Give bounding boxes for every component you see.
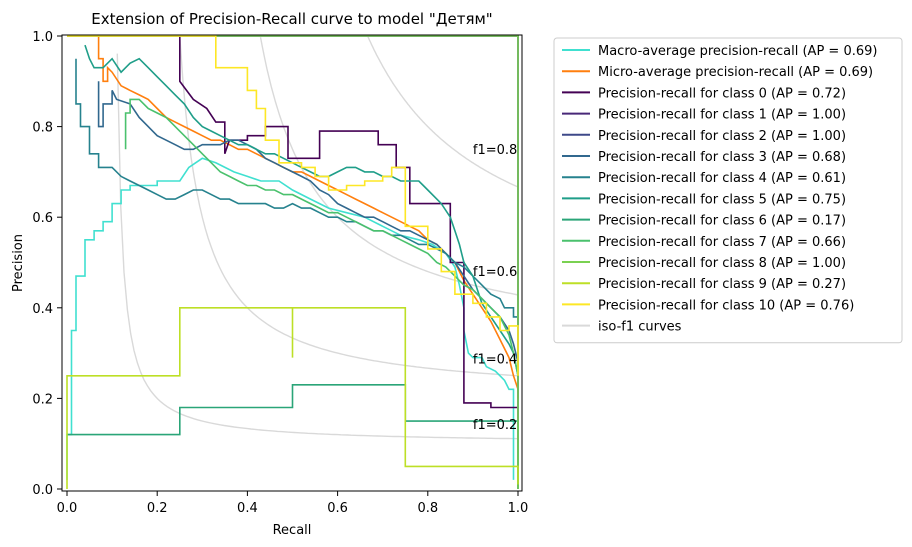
iso-f1-label: f1=0.2: [473, 418, 517, 433]
series-line: [124, 98, 519, 376]
legend-label: Precision-recall for class 5 (AP = 0.75): [598, 192, 846, 207]
y-tick-label: 0.0: [32, 483, 53, 498]
iso-f1-label: f1=0.4: [473, 352, 517, 367]
y-tick-label: 0.2: [32, 392, 53, 407]
legend-label: Micro-average precision-recall (AP = 0.6…: [598, 65, 873, 80]
legend-label: Precision-recall for class 1 (AP = 1.00): [598, 108, 846, 123]
iso-f1-label: f1=0.8: [473, 143, 517, 158]
legend-label: iso-f1 curves: [598, 320, 682, 335]
y-tick-label: 1.0: [32, 30, 53, 45]
legend-label: Precision-recall for class 4 (AP = 0.61): [598, 171, 846, 186]
legend-label: Precision-recall for class 2 (AP = 1.00): [598, 129, 846, 144]
legend-label: Precision-recall for class 6 (AP = 0.17): [598, 214, 846, 229]
y-tick-label: 0.6: [32, 211, 53, 226]
x-tick-label: 0.4: [237, 501, 258, 516]
series-line: [75, 58, 518, 318]
iso-f1-curve: [367, 36, 519, 188]
legend: Macro-average precision-recall (AP = 0.6…: [553, 37, 903, 344]
series-line: [97, 81, 519, 363]
legend-label: Precision-recall for class 10 (AP = 0.76…: [598, 298, 854, 313]
y-tick-label: 0.8: [32, 121, 53, 136]
iso-f1-label: f1=0.6: [473, 265, 517, 280]
series-layer: [66, 35, 519, 489]
series-line: [66, 157, 515, 480]
x-tick-label: 0.2: [147, 501, 168, 516]
iso-f1-labels: f1=0.2 f1=0.4 f1=0.6 f1=0.8: [473, 143, 517, 433]
series-line: [66, 306, 519, 489]
legend-label: Macro-average precision-recall (AP = 0.6…: [598, 44, 877, 59]
x-axis-label: Recall: [273, 523, 312, 538]
legend-label: Precision-recall for class 8 (AP = 1.00): [598, 256, 846, 271]
series-line: [84, 44, 519, 376]
x-tick-label: 1.0: [508, 501, 529, 516]
iso-f1-curve: [179, 39, 519, 377]
x-tick-label: 0.8: [417, 501, 438, 516]
legend-label: Precision-recall for class 0 (AP = 0.72): [598, 86, 846, 101]
x-tick-label: 0.0: [57, 501, 78, 516]
iso-f1-curves: [116, 36, 519, 440]
x-tick-label: 0.6: [327, 501, 348, 516]
y-axis-label: Precision: [11, 234, 26, 292]
y-tick-label: 0.4: [32, 302, 53, 317]
legend-label: Precision-recall for class 3 (AP = 0.68): [598, 150, 846, 165]
iso-f1-curve: [116, 53, 519, 440]
plot-frame: [61, 34, 523, 492]
iso-f1-curve: [259, 37, 519, 296]
legend-label: Precision-recall for class 9 (AP = 0.27): [598, 277, 846, 292]
series-line: [67, 383, 519, 489]
chart-title: Extension of Precision-Recall curve to m…: [91, 10, 492, 28]
legend-label: Precision-recall for class 7 (AP = 0.66): [598, 235, 846, 250]
axis-ticks: 0.0 0.2 0.4 0.6 0.8 1.0 0.0 0.2 0.4 0.6 0.8 1.0: [32, 30, 528, 516]
legend-frame: [553, 37, 903, 344]
series-line: [67, 35, 519, 376]
